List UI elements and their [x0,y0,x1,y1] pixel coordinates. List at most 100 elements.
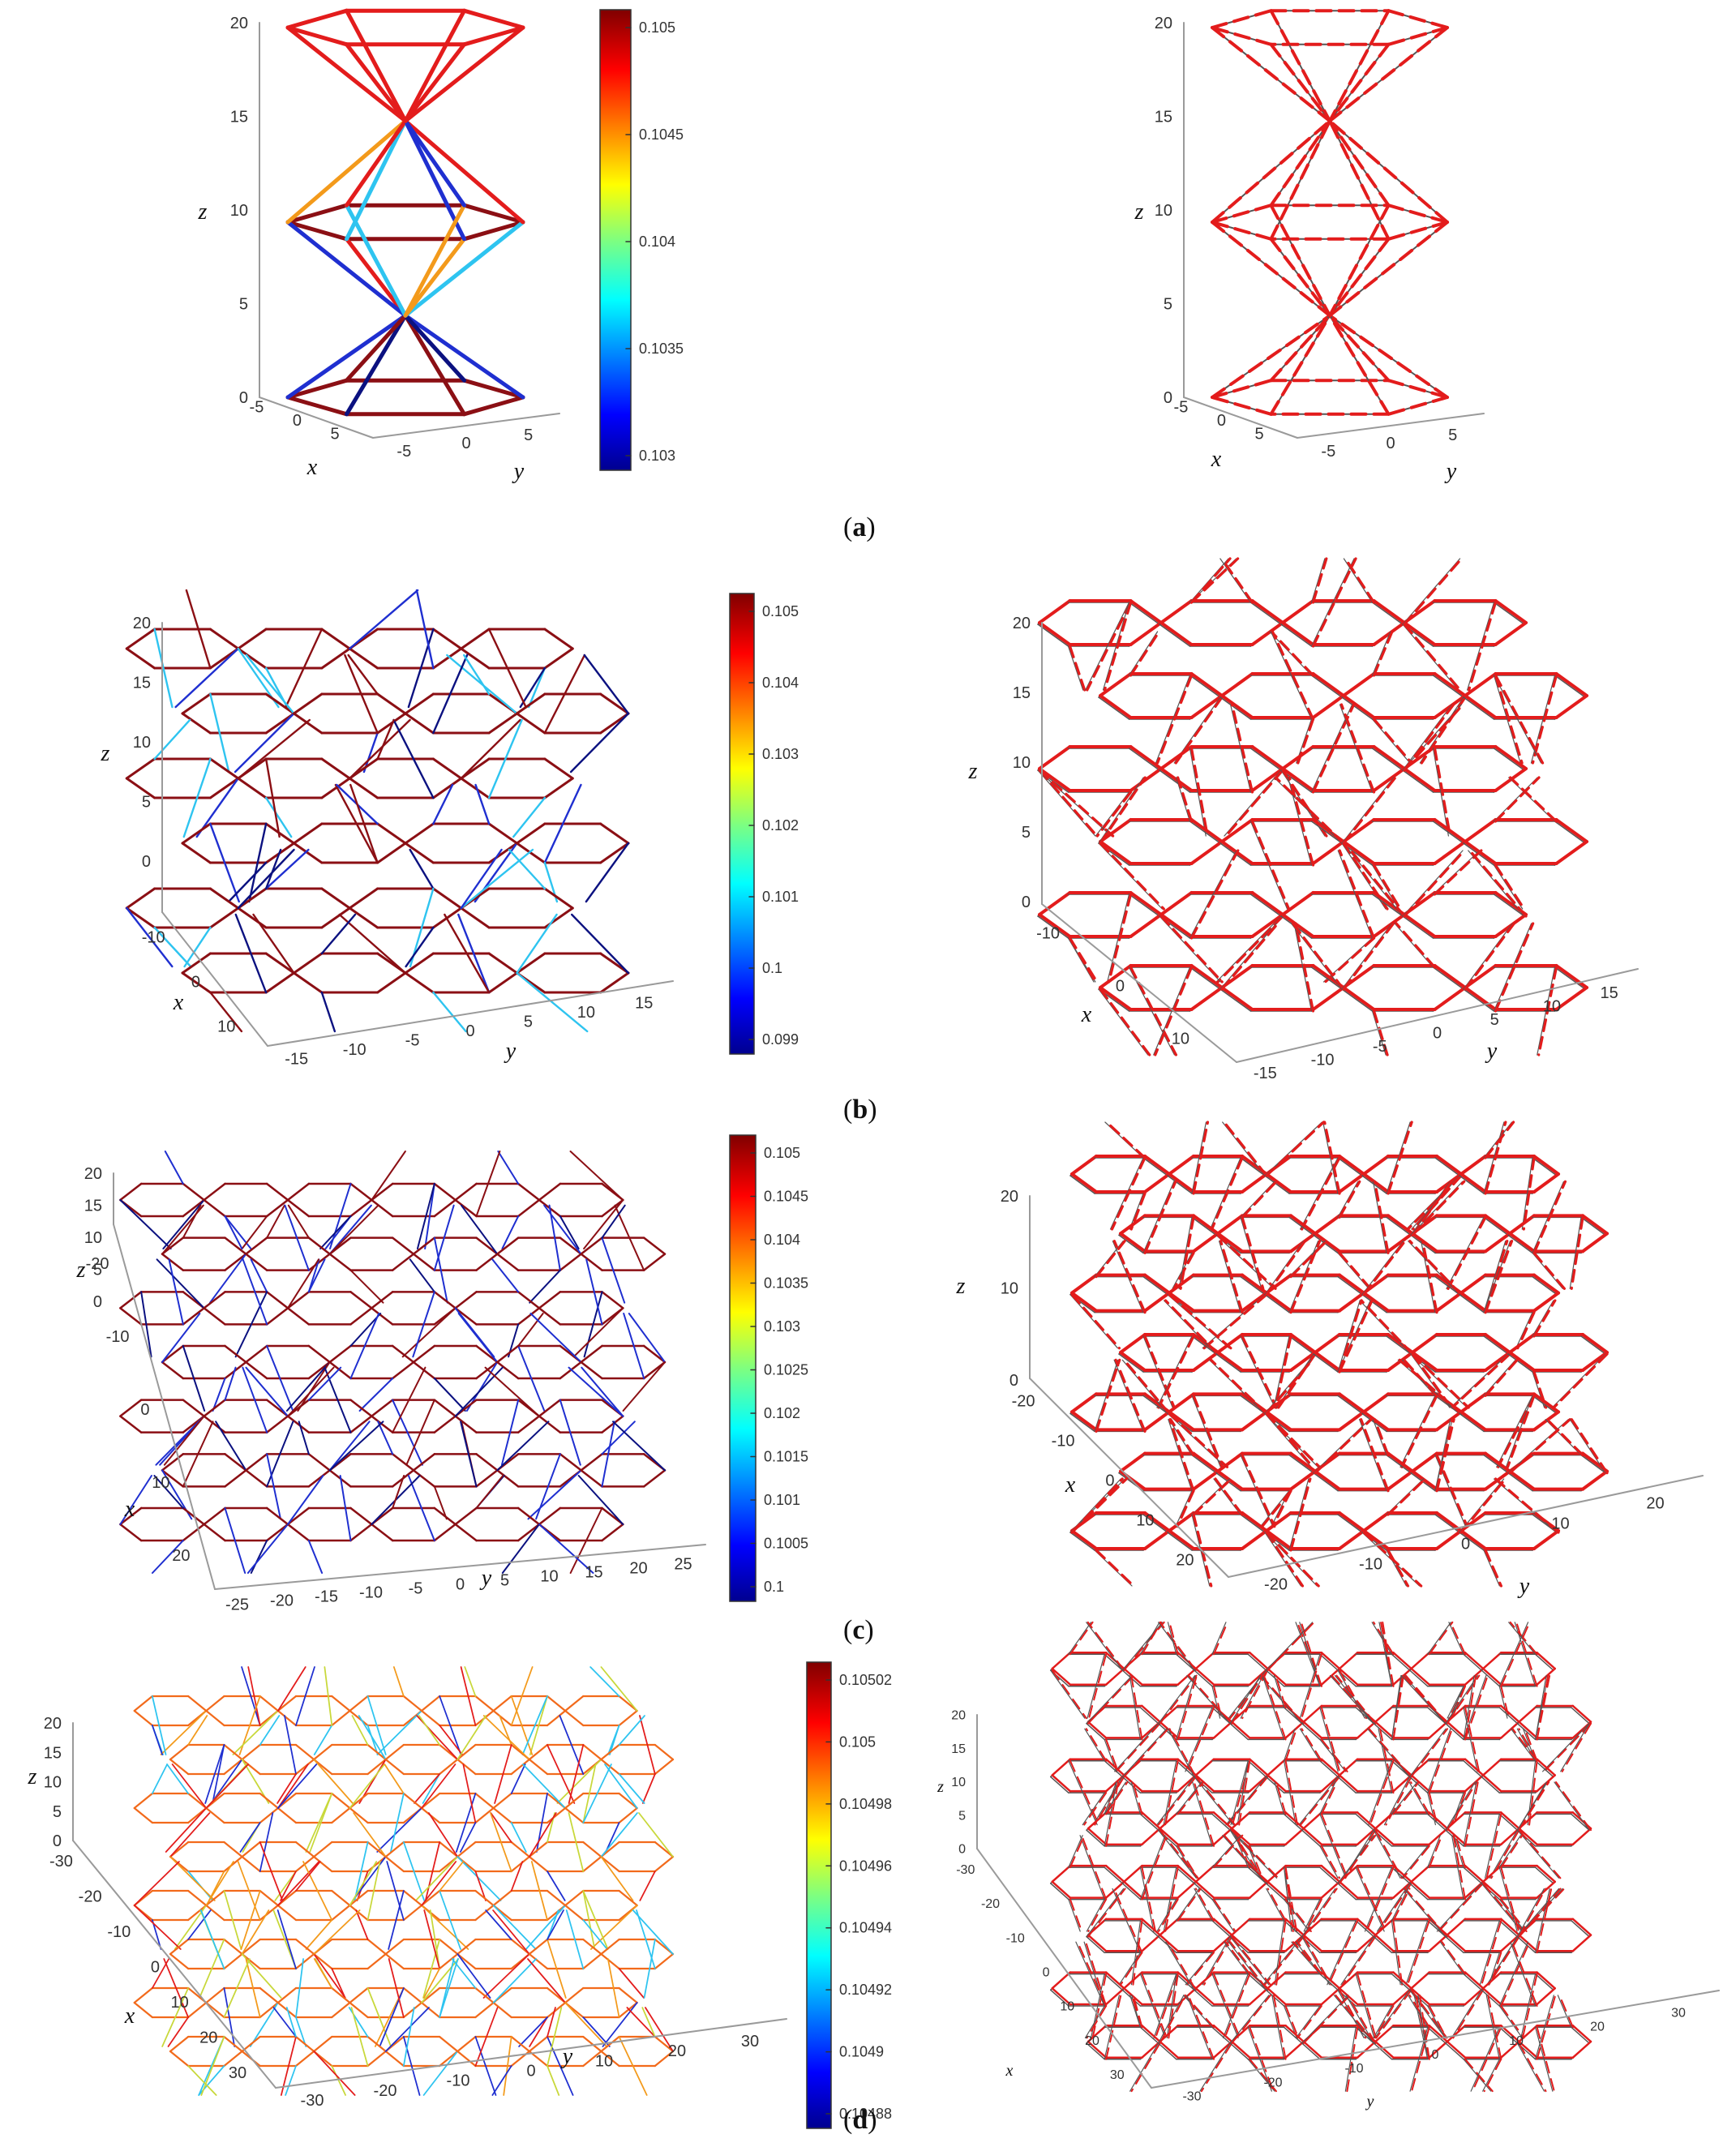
hex-member-deformed [1342,840,1376,865]
diagonal-member-deformed [1392,1781,1420,1815]
diagonal-member-deformed [1379,1728,1395,1794]
z-tick-label: 20 [951,1709,966,1723]
diagonal-member-deformed [1076,1941,1108,2007]
hex-member [492,2001,512,2019]
hex-member [457,1758,477,1776]
diagonal-member [559,1399,581,1466]
hex-member-deformed [1508,1232,1536,1253]
hex-member [580,1344,603,1364]
diagonal-member-deformed [1497,1394,1536,1468]
diagonal-member-deformed [1187,1994,1215,2060]
hex-member [431,647,463,670]
diagonal-member [376,718,395,761]
hex-member [1288,1335,1314,1355]
diagonal-member-deformed [1509,1621,1538,1656]
diagonal-member [618,2036,648,2096]
diagonal-member-deformed [1428,1792,1438,1826]
hex-member-deformed [1342,986,1376,1011]
hex-member [349,1291,373,1309]
hex-member-deformed [1159,913,1194,938]
hex-member [1391,1759,1411,1778]
diagonal-member [1355,1866,1385,1932]
diagonal-member-deformed [1305,1898,1322,1932]
diagonal-member [547,1909,564,1940]
x-tick-label: -20 [981,1897,1000,1911]
diagonal-member [200,1909,225,1969]
hex-member [1493,894,1525,917]
hex-member-deformed [1123,1774,1143,1793]
hex-member [412,1253,436,1271]
y-tick-label: 10 [540,1568,558,1586]
z-tick-label: 5 [53,1803,62,1821]
diagonal-member [1410,1181,1451,1236]
hex-member-deformed [1220,672,1254,697]
hex-member [412,1236,436,1255]
diagonal-member [423,1909,441,1969]
y-tick-label: -20 [270,1592,294,1610]
diagonal-member-deformed [1265,1240,1306,1296]
hex-member [376,971,407,994]
y-tick-label: -10 [1359,1556,1382,1574]
diagonal-member-deformed [1360,1418,1390,1493]
hex-member [599,822,630,845]
diagonal-member-deformed [1314,1418,1373,1475]
diagonal-member-deformed [1216,915,1284,984]
diagonal-member [212,1744,225,1804]
y-tick-label: 15 [635,995,653,1013]
hex-member [1189,821,1221,844]
diagonal-member-deformed [1081,1834,1108,1901]
hex-member-deformed [1220,818,1254,843]
diagonal-member-deformed [1284,2005,1300,2039]
hex-member [475,1236,499,1255]
diagonal-member [1322,1121,1339,1194]
diagonal-member [1068,1898,1081,1932]
hex-member [349,1182,373,1202]
diagonal-member [1157,1995,1185,2044]
diagonal-member [589,1905,638,1950]
hex-member [349,1506,373,1526]
hex-member [580,1361,603,1380]
diagonal-member-deformed [1270,630,1315,677]
colorbar [599,9,632,471]
y-tick-label: -30 [301,2092,324,2110]
diagonal-member-deformed [1284,1759,1299,1826]
hex-member [265,1506,289,1526]
hex-member-deformed [1338,1291,1365,1313]
hex-member [600,1952,620,1970]
hex-member-deformed [1435,1155,1463,1176]
diagonal-member [1086,1674,1133,1725]
diagonal-member [1378,1622,1393,1687]
diagonal-member [415,589,435,670]
diagonal-member-deformed [1213,1834,1244,1869]
diagonal-member [1186,1995,1213,2060]
hex-member [331,1904,351,1922]
diagonal-member [402,2007,415,2067]
hex-member-deformed [1500,2025,1520,2043]
hex-member [391,1236,415,1255]
y-tick-label: 15 [1601,984,1618,1002]
hex-member [564,1889,585,1907]
diagonal-member [1291,1941,1321,1975]
diagonal-member-deformed [1249,2026,1275,2093]
hex-member-deformed [1143,1511,1171,1532]
diagonal-member-deformed [1176,1489,1195,1528]
hex-member-deformed [1484,1214,1511,1236]
diagonal-member-deformed [1086,2005,1108,2039]
hex-member-deformed [1038,913,1072,938]
hex-member-deformed [1356,1934,1377,1952]
diagonal-member [547,2007,563,2067]
diagonal-member [543,1204,582,1255]
diagonal-member-deformed [1070,1477,1128,1534]
hex-member [642,1236,667,1255]
diagonal-member [1486,1935,1519,1986]
diagonal-member-deformed [1481,1919,1502,1986]
diagonal-member [1176,1674,1196,1741]
diagonal-member-deformed [1455,1834,1466,1869]
diagonal-member-deformed [1177,1781,1204,1815]
hex-member [294,1938,315,1956]
strut-member [403,118,466,242]
diagonal-member [612,1421,666,1472]
diagonal-member [126,906,174,968]
hex-member [546,1695,567,1712]
hex-member-deformed [1129,621,1163,646]
